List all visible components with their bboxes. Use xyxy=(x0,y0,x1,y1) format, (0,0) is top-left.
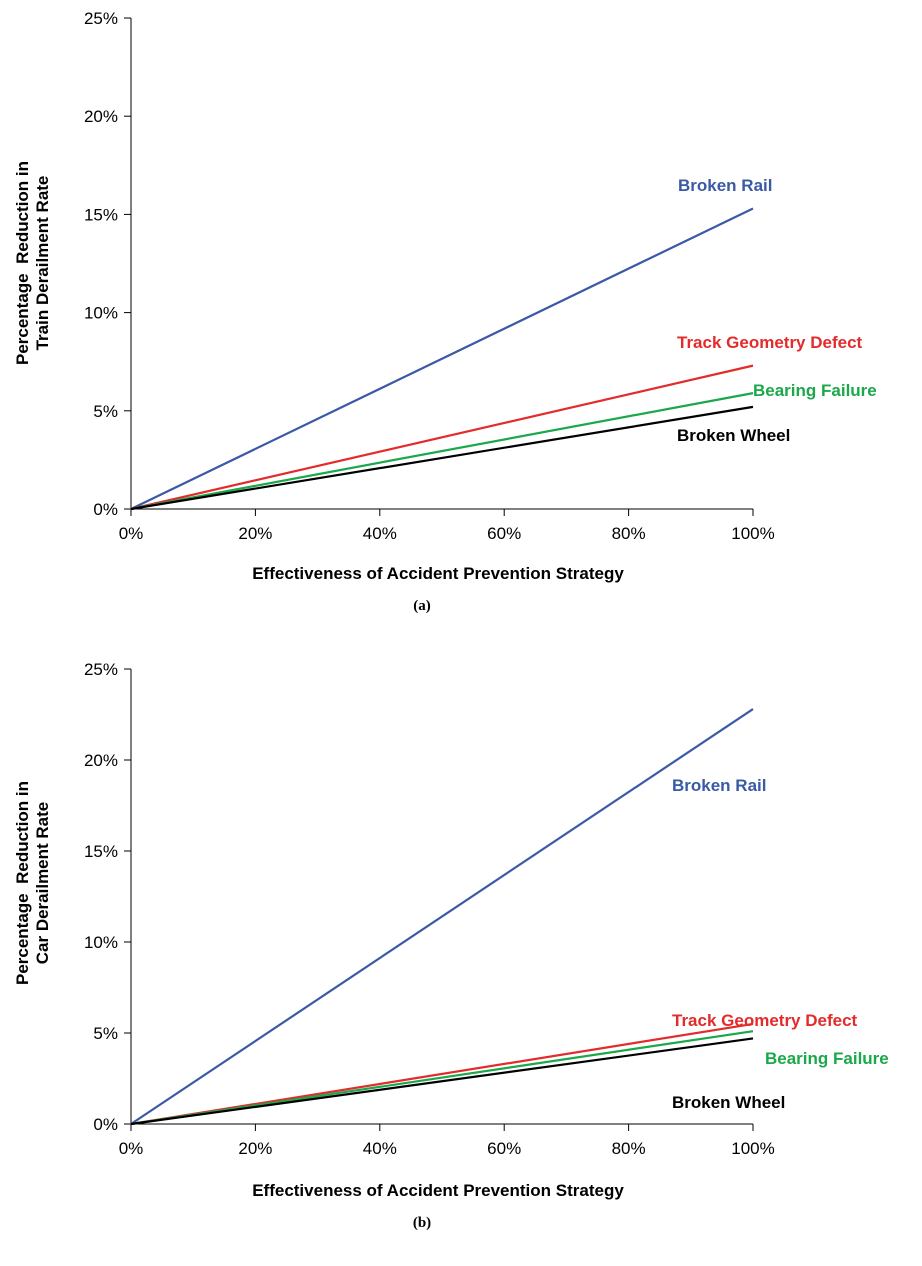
panel-a-y-tick-label: 5% xyxy=(93,402,118,421)
panel-a-series-line-broken-rail xyxy=(130,207,754,510)
panel-b-x-tick-label: 80% xyxy=(612,1139,646,1158)
panel-b-y-axis-title-line: Percentage Reduction in xyxy=(13,781,32,985)
panel-a-series-label-bearing-failure: Bearing Failure xyxy=(753,381,877,400)
panel-b-x-tick-label: 100% xyxy=(731,1139,774,1158)
panel-b-y-axis-title-line: Car Derailment Rate xyxy=(33,802,52,965)
panel-a-x-tick-label: 20% xyxy=(238,524,272,543)
panel-a-x-tick-label: 100% xyxy=(731,524,774,543)
panel-a-y-tick-label: 0% xyxy=(93,500,118,519)
panel-b-series-label-broken-wheel: Broken Wheel xyxy=(672,1093,785,1112)
panel-a-y-axis-title: Percentage Reduction inTrain Derailment … xyxy=(13,161,52,365)
panel-a-y-tick-label: 20% xyxy=(84,107,118,126)
panel-b-y-tick-label: 0% xyxy=(93,1115,118,1134)
panel-a-series-label-broken-rail: Broken Rail xyxy=(678,176,772,195)
panel-b-x-tick-label: 60% xyxy=(487,1139,521,1158)
panel-b-panel-label: (b) xyxy=(413,1215,431,1231)
panel-b-series-line-broken-rail xyxy=(130,708,754,1125)
panel-a-y-tick-label: 15% xyxy=(84,205,118,224)
panel-a-series-label-broken-wheel: Broken Wheel xyxy=(677,426,790,445)
panel-b-series-line-track-geometry xyxy=(130,1022,754,1126)
panel-a-series-line-track-geometry xyxy=(130,364,754,511)
panel-a-y-tick-label: 25% xyxy=(84,9,118,28)
panel-a-y-axis-title-line: Percentage Reduction in xyxy=(13,161,32,365)
panel-a-series-line-broken-wheel xyxy=(130,405,754,511)
panel-a-x-tick-label: 40% xyxy=(363,524,397,543)
panel-b-series-line-bearing-failure xyxy=(130,1030,754,1126)
panel-b-series-label-bearing-failure: Bearing Failure xyxy=(765,1049,889,1068)
panel-a-x-tick-label: 60% xyxy=(487,524,521,543)
panel-b-x-axis-title: Effectiveness of Accident Prevention Str… xyxy=(252,1181,624,1200)
panel-a-y-tick-label: 10% xyxy=(84,304,118,323)
panel-b-y-tick-label: 20% xyxy=(84,751,118,770)
panel-b-y-tick-label: 5% xyxy=(93,1024,118,1043)
panel-b-y-tick-label: 10% xyxy=(84,933,118,952)
panel-b-chart: 0% 5% 10% 15% 20% 25% 0% 20% 40% 60% 80% 100% Broken… xyxy=(13,660,889,1231)
panel-a-series-label-track-geometry: Track Geometry Defect xyxy=(677,333,863,352)
panel-b-x-tick-label: 0% xyxy=(119,1139,144,1158)
panel-b-x-tick-label: 40% xyxy=(363,1139,397,1158)
panel-b-series-label-track-geometry: Track Geometry Defect xyxy=(672,1011,858,1030)
panel-a-x-tick-label: 0% xyxy=(119,524,144,543)
panel-a-panel-label: (a) xyxy=(413,598,431,614)
panel-a-chart: 0% 5% 10% 15% 20% 25% 0% 20% 40% 60% 80% 100% Broken… xyxy=(13,9,877,614)
panel-b-series-label-broken-rail: Broken Rail xyxy=(672,776,766,795)
panel-b-y-tick-label: 25% xyxy=(84,660,118,679)
panel-b-y-tick-label: 15% xyxy=(84,842,118,861)
panel-b-y-axis-title: Percentage Reduction inCar Derailment Ra… xyxy=(13,781,52,985)
panel-a-x-tick-label: 80% xyxy=(612,524,646,543)
panel-b-series-line-broken-wheel xyxy=(130,1037,754,1126)
panel-b-x-tick-label: 20% xyxy=(238,1139,272,1158)
panel-a-x-axis-title: Effectiveness of Accident Prevention Str… xyxy=(252,564,624,583)
panel-a-series-line-bearing-failure xyxy=(130,392,754,511)
panel-a-y-axis-title-line: Train Derailment Rate xyxy=(33,176,52,351)
